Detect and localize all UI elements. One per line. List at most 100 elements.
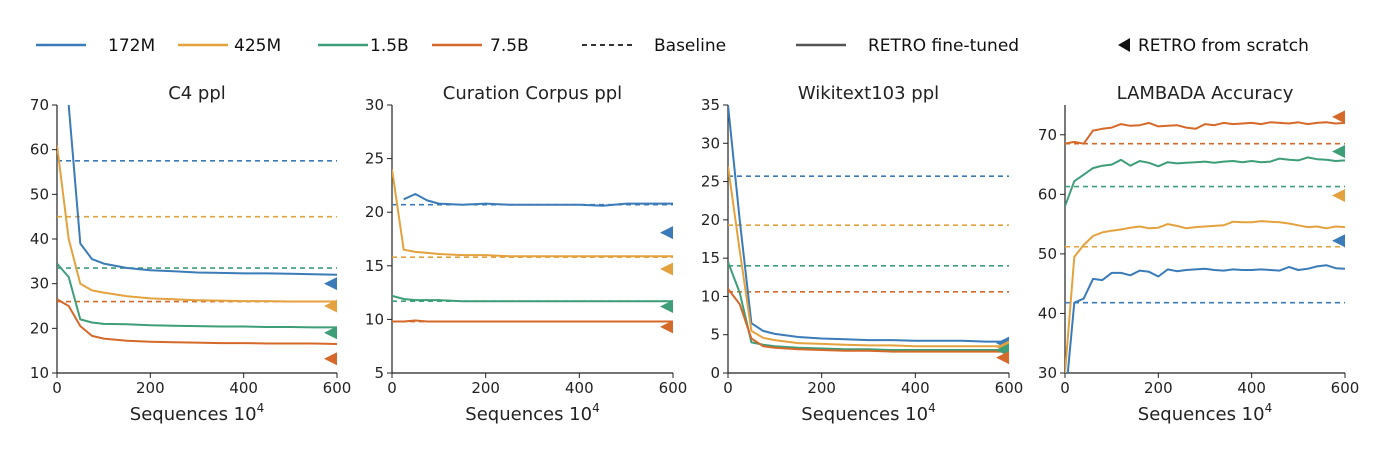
series-line-1-5B [392, 294, 673, 303]
y-tick-label: 30 [701, 134, 720, 152]
x-tick-label: 0 [387, 379, 397, 397]
chart-panel: LAMBADA Accuracy 30 40 50 60 70 0 200 400 600 Sequ… [1038, 83, 1359, 425]
chart-panel: C4 ppl 10 20 30 40 50 60 70 0 200 400 600 Sequences … [30, 83, 351, 425]
y-tick-label: 30 [365, 96, 384, 114]
legend-label: 7.5B [490, 36, 529, 56]
y-tick-label: 70 [30, 96, 49, 114]
x-axis-label: Sequences 104 [130, 401, 264, 425]
series-line-1-5B [57, 262, 337, 329]
scratch-marker-1-5B [1332, 144, 1345, 158]
series-line-1-5B [1065, 156, 1346, 207]
plot-area [728, 104, 1009, 353]
scratch-marker-1-5B [660, 300, 673, 314]
scratch-marker-425M [324, 299, 337, 313]
legend-marker [1118, 38, 1130, 52]
y-tick-label: 70 [1038, 126, 1057, 144]
x-axis-label-exponent: 4 [592, 401, 600, 415]
series-line-7-5B [1065, 121, 1346, 145]
series-line-172M [403, 193, 673, 207]
y-tick-label: 60 [30, 141, 49, 159]
y-tick-label: 30 [30, 275, 49, 293]
legend-item: 1.5B [318, 36, 409, 56]
series-line-172M [1066, 264, 1346, 374]
series-line-7-5B [57, 298, 338, 345]
x-tick-label: 0 [1060, 379, 1070, 397]
legend-item: 7.5B [432, 36, 529, 56]
x-axis-label-exponent: 4 [1265, 401, 1273, 415]
series-line-172M [67, 104, 338, 276]
scratch-marker-7-5B [996, 351, 1009, 365]
x-tick-label: 400 [229, 379, 258, 397]
x-axis-label: Sequences 104 [1138, 401, 1272, 425]
x-axis-label-text: Sequences 10 [801, 404, 928, 425]
legend-item: 172M [36, 36, 155, 56]
x-tick-label: 600 [323, 379, 352, 397]
x-tick-label: 400 [1237, 379, 1266, 397]
x-axis-label-exponent: 4 [928, 401, 936, 415]
plot-area [57, 104, 338, 345]
legend-item: RETRO fine-tuned [796, 36, 1019, 56]
x-axis-label-text: Sequences 10 [130, 404, 257, 425]
y-tick-label: 25 [365, 150, 384, 168]
chart-title: C4 ppl [168, 83, 226, 104]
scratch-marker-172M [1332, 234, 1345, 248]
y-tick-label: 10 [365, 310, 384, 328]
series-line-425M [728, 166, 1009, 348]
scratch-marker-1-5B [324, 326, 337, 340]
series-line-7-5B [728, 288, 1009, 353]
y-tick-label: 35 [701, 96, 720, 114]
chart-legend: 172M 425M 1.5B 7.5B Baseline RETRO fine-tuned… [36, 36, 1309, 56]
scratch-marker-7-5B [1332, 110, 1345, 124]
y-tick-label: 20 [30, 319, 49, 337]
x-tick-label: 600 [995, 379, 1024, 397]
plot-area [392, 169, 673, 323]
legend-label: 172M [108, 36, 155, 56]
legend-item: Baseline [582, 36, 726, 56]
y-tick-label: 15 [365, 257, 384, 275]
legend-label: RETRO fine-tuned [868, 36, 1019, 56]
series-line-425M [392, 169, 673, 258]
chart-title: LAMBADA Accuracy [1117, 83, 1294, 104]
x-tick-label: 0 [723, 379, 733, 397]
legend-item: RETRO from scratch [1118, 36, 1309, 56]
x-axis-label-text: Sequences 10 [465, 404, 592, 425]
series-line-425M [57, 145, 337, 303]
scratch-marker-7-5B [324, 352, 337, 366]
x-tick-label: 200 [807, 379, 836, 397]
y-tick-label: 20 [701, 211, 720, 229]
scratch-marker-425M [1332, 189, 1345, 203]
scratch-marker-7-5B [660, 320, 673, 334]
y-tick-label: 5 [374, 364, 384, 382]
series-line-425M [1065, 220, 1346, 374]
y-tick-label: 10 [30, 364, 49, 382]
y-tick-label: 5 [710, 326, 720, 344]
y-tick-label: 10 [701, 287, 720, 305]
x-tick-label: 400 [565, 379, 594, 397]
legend-label: Baseline [654, 36, 726, 56]
legend-label: 425M [234, 36, 281, 56]
x-tick-label: 200 [471, 379, 500, 397]
plot-area [1065, 121, 1346, 374]
y-tick-label: 20 [365, 203, 384, 221]
x-axis-label: Sequences 104 [465, 401, 599, 425]
series-line-172M [728, 104, 1009, 343]
x-tick-label: 400 [901, 379, 930, 397]
scratch-marker-172M [324, 277, 337, 291]
chart-panel: Curation Corpus ppl 5 10 15 20 25 30 0 200 400 600… [365, 83, 687, 425]
y-tick-label: 30 [1038, 364, 1057, 382]
y-tick-label: 15 [701, 249, 720, 267]
y-tick-label: 50 [1038, 245, 1057, 263]
chart-title: Wikitext103 ppl [798, 83, 939, 104]
chart-title: Curation Corpus ppl [443, 83, 622, 104]
scratch-marker-172M [660, 226, 673, 240]
y-tick-label: 60 [1038, 185, 1057, 203]
y-tick-label: 25 [701, 173, 720, 191]
x-tick-label: 600 [659, 379, 688, 397]
legend-item: 425M [178, 36, 281, 56]
y-tick-label: 0 [710, 364, 720, 382]
x-axis-label-exponent: 4 [257, 401, 265, 415]
series-line-7-5B [392, 319, 673, 323]
y-tick-label: 40 [30, 230, 49, 248]
y-tick-label: 50 [30, 185, 49, 203]
